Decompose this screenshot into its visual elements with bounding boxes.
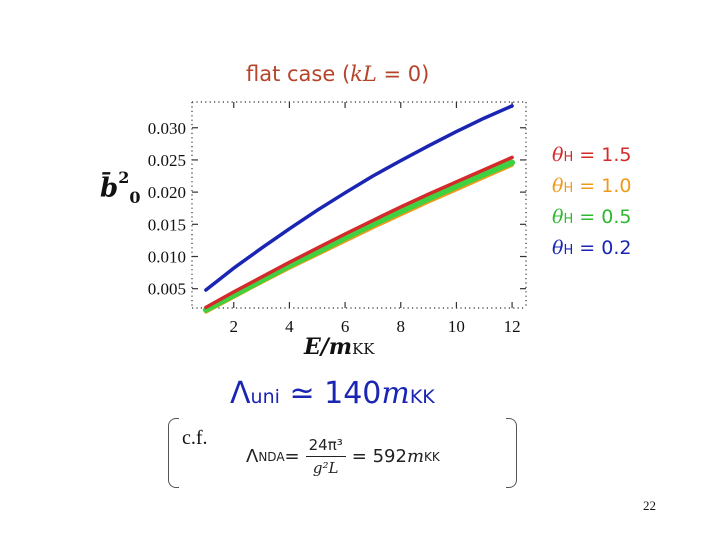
y-tick-label: 0.005 bbox=[148, 280, 186, 299]
nda-msub: KK bbox=[424, 449, 440, 464]
x-tick-label: 4 bbox=[285, 317, 294, 336]
cutoff-result: Λuni ≃ 140mKK bbox=[230, 376, 435, 411]
nda-fraction: 24π³ g²L bbox=[305, 436, 346, 477]
x-tick-label: 8 bbox=[397, 317, 406, 336]
x-axis-label: E/mKK bbox=[304, 334, 375, 360]
nda-value: = 592 bbox=[351, 446, 407, 467]
y-tick-label: 0.020 bbox=[148, 183, 186, 202]
result-lambda: Λ bbox=[230, 376, 251, 411]
series-line bbox=[202, 159, 516, 313]
legend-value: = 0.2 bbox=[573, 237, 632, 259]
left-bracket bbox=[168, 418, 179, 488]
x-tick-label: 2 bbox=[230, 317, 239, 336]
nda-denominator: g²L bbox=[312, 459, 339, 477]
y-tick-label: 0.010 bbox=[148, 248, 186, 267]
legend-entry: θH = 0.5 bbox=[552, 202, 631, 233]
x-tick-label: 12 bbox=[504, 317, 521, 336]
legend-value: = 1.5 bbox=[573, 144, 632, 166]
x-tick-label: 10 bbox=[448, 317, 465, 336]
x-tick-label: 6 bbox=[341, 317, 350, 336]
title-prefix: flat case ( bbox=[246, 62, 351, 86]
legend-entry: θH = 0.2 bbox=[552, 233, 631, 264]
page-number: 22 bbox=[643, 498, 656, 513]
title-math: kL bbox=[350, 62, 377, 86]
y-axis-label-sup: 2 bbox=[118, 168, 130, 187]
nda-m: m bbox=[406, 446, 425, 467]
legend-sub: H bbox=[563, 150, 574, 165]
legend-value: = 1.0 bbox=[573, 175, 632, 197]
y-tick-label: 0.025 bbox=[148, 151, 186, 170]
right-bracket bbox=[506, 418, 517, 488]
legend-theta: θ bbox=[552, 144, 564, 166]
series-line bbox=[204, 155, 514, 310]
y-tick-label: 0.015 bbox=[148, 215, 186, 234]
result-sub: uni bbox=[250, 386, 280, 408]
y-tick-label: 0.030 bbox=[148, 119, 186, 138]
result-msub: KK bbox=[409, 386, 435, 408]
x-axis-label-sub: KK bbox=[352, 340, 375, 358]
legend-sub: H bbox=[563, 212, 574, 227]
legend-sub: H bbox=[563, 243, 574, 258]
y-axis-label: b̄20 bbox=[100, 168, 141, 207]
y-axis-label-base: b̄ bbox=[100, 173, 119, 204]
nda-formula: Λ NDA = 24π³ g²L = 592 m KK bbox=[246, 436, 440, 477]
series-line bbox=[204, 104, 514, 292]
result-value: ≃ 140 bbox=[279, 376, 382, 411]
result-m: m bbox=[381, 376, 410, 411]
series-line bbox=[204, 163, 514, 314]
x-axis-label-base: E/m bbox=[304, 334, 353, 360]
chart-title: flat case (kL = 0) bbox=[246, 62, 429, 86]
legend-theta: θ bbox=[552, 206, 564, 228]
nda-eq: = bbox=[284, 446, 300, 467]
nda-lambda: Λ bbox=[246, 446, 259, 467]
nda-sub: NDA bbox=[258, 449, 285, 464]
legend-value: = 0.5 bbox=[573, 206, 632, 228]
legend-theta: θ bbox=[552, 175, 564, 197]
title-suffix: = 0) bbox=[376, 62, 430, 86]
legend-theta: θ bbox=[552, 237, 564, 259]
legend: θH = 1.5 θH = 1.0 θH = 0.5 θH = 0.2 bbox=[552, 140, 631, 264]
cf-label: c.f. bbox=[182, 427, 208, 449]
legend-sub: H bbox=[563, 181, 574, 196]
legend-entry: θH = 1.5 bbox=[552, 140, 631, 171]
legend-entry: θH = 1.0 bbox=[552, 171, 631, 202]
nda-numerator: 24π³ bbox=[305, 436, 346, 457]
y-axis-label-sub: 0 bbox=[129, 187, 141, 207]
